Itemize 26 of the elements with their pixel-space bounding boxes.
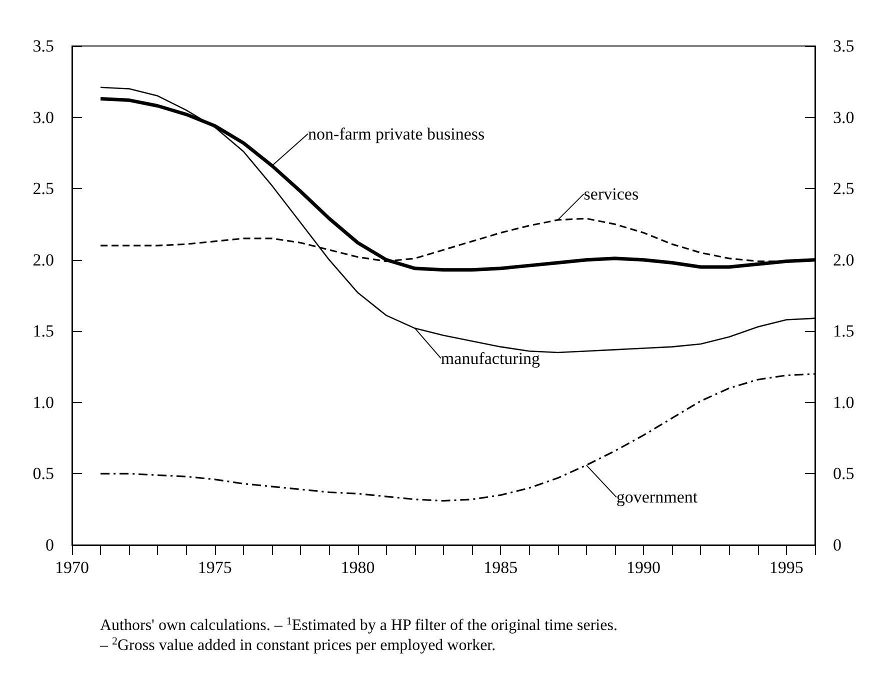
series-label: services xyxy=(584,184,639,204)
y-tick-label: 2.0 xyxy=(32,250,54,270)
series-label: government xyxy=(616,488,698,507)
text: non-farm private business xyxy=(308,124,485,144)
x-tick-label: 1970 xyxy=(55,558,89,577)
x-tick-label: 1995 xyxy=(769,558,804,577)
x-tick-label: 1990 xyxy=(626,558,661,577)
y2-tick-label: 0.5 xyxy=(833,464,854,484)
y-tick-label: 3.5 xyxy=(32,36,54,56)
x-tick-label: 1980 xyxy=(340,558,375,577)
y-tick-label: 0.5 xyxy=(32,464,54,484)
y2-tick-label: 2.5 xyxy=(833,179,854,198)
y-tick-label: 1.5 xyxy=(32,322,54,341)
y2-tick-label: 2.0 xyxy=(833,250,854,270)
series-label: manufacturing xyxy=(440,348,541,368)
y2-tick-label: 3.5 xyxy=(833,36,854,56)
y2-tick-label: 3.0 xyxy=(833,108,854,127)
y2-tick-label: 1.5 xyxy=(833,322,854,341)
x-tick-label: 1975 xyxy=(198,558,232,577)
y-tick-label: 1.0 xyxy=(32,392,54,412)
y-tick-label: 2.5 xyxy=(32,179,54,198)
y-tick-label: 0 xyxy=(46,536,54,554)
y2-tick-label: 1.0 xyxy=(833,392,854,412)
y-tick-label: 3.0 xyxy=(32,108,54,127)
x-tick-label: 1985 xyxy=(484,558,518,577)
y2-tick-label: 0 xyxy=(833,536,842,554)
